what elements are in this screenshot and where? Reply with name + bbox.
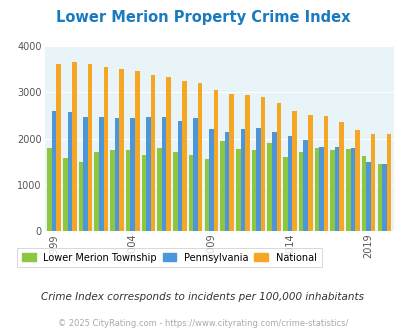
Bar bbox=[52, 111, 56, 231]
Bar bbox=[323, 116, 328, 231]
Bar bbox=[345, 149, 350, 231]
Bar bbox=[67, 112, 72, 231]
Bar bbox=[157, 148, 162, 231]
Bar bbox=[303, 141, 307, 231]
Bar bbox=[188, 155, 193, 231]
Text: Lower Merion Property Crime Index: Lower Merion Property Crime Index bbox=[55, 10, 350, 25]
Bar bbox=[260, 97, 265, 231]
Bar bbox=[354, 130, 359, 231]
Bar bbox=[94, 152, 99, 231]
Bar bbox=[204, 159, 209, 231]
Bar bbox=[162, 117, 166, 231]
Bar bbox=[377, 164, 381, 231]
Bar bbox=[386, 134, 390, 231]
Bar bbox=[72, 62, 77, 231]
Bar bbox=[110, 150, 115, 231]
Bar bbox=[173, 152, 177, 231]
Bar bbox=[240, 129, 245, 231]
Bar bbox=[115, 118, 119, 231]
Bar bbox=[224, 132, 229, 231]
Bar bbox=[370, 134, 375, 231]
Bar bbox=[334, 147, 339, 231]
Bar bbox=[56, 64, 61, 231]
Bar bbox=[314, 148, 318, 231]
Bar bbox=[365, 162, 370, 231]
Bar bbox=[282, 157, 287, 231]
Bar bbox=[87, 64, 92, 231]
Bar bbox=[198, 83, 202, 231]
Bar bbox=[141, 155, 146, 231]
Bar bbox=[166, 77, 171, 231]
Bar bbox=[119, 69, 124, 231]
Bar bbox=[63, 158, 67, 231]
Bar bbox=[267, 143, 271, 231]
Bar bbox=[235, 149, 240, 231]
Bar bbox=[245, 95, 249, 231]
Bar bbox=[135, 71, 139, 231]
Bar bbox=[150, 75, 155, 231]
Bar bbox=[361, 156, 365, 231]
Bar bbox=[276, 104, 280, 231]
Bar bbox=[220, 141, 224, 231]
Bar bbox=[298, 152, 303, 231]
Bar bbox=[339, 122, 343, 231]
Bar bbox=[79, 162, 83, 231]
Bar bbox=[126, 150, 130, 231]
Bar bbox=[251, 150, 256, 231]
Bar bbox=[83, 117, 87, 231]
Bar bbox=[292, 111, 296, 231]
Bar bbox=[229, 94, 233, 231]
Bar bbox=[47, 148, 52, 231]
Bar bbox=[182, 81, 186, 231]
Bar bbox=[350, 148, 354, 231]
Bar bbox=[193, 118, 198, 231]
Text: © 2025 CityRating.com - https://www.cityrating.com/crime-statistics/: © 2025 CityRating.com - https://www.city… bbox=[58, 319, 347, 328]
Bar bbox=[130, 118, 135, 231]
Text: Crime Index corresponds to incidents per 100,000 inhabitants: Crime Index corresponds to incidents per… bbox=[41, 292, 364, 302]
Legend: Lower Merion Township, Pennsylvania, National: Lower Merion Township, Pennsylvania, Nat… bbox=[17, 248, 321, 267]
Bar bbox=[209, 129, 213, 231]
Bar bbox=[146, 117, 150, 231]
Bar bbox=[177, 120, 182, 231]
Bar bbox=[103, 67, 108, 231]
Bar bbox=[271, 132, 276, 231]
Bar bbox=[381, 164, 386, 231]
Bar bbox=[287, 136, 292, 231]
Bar bbox=[330, 150, 334, 231]
Bar bbox=[307, 115, 312, 231]
Bar bbox=[213, 90, 217, 231]
Bar bbox=[99, 117, 103, 231]
Bar bbox=[318, 147, 323, 231]
Bar bbox=[256, 128, 260, 231]
